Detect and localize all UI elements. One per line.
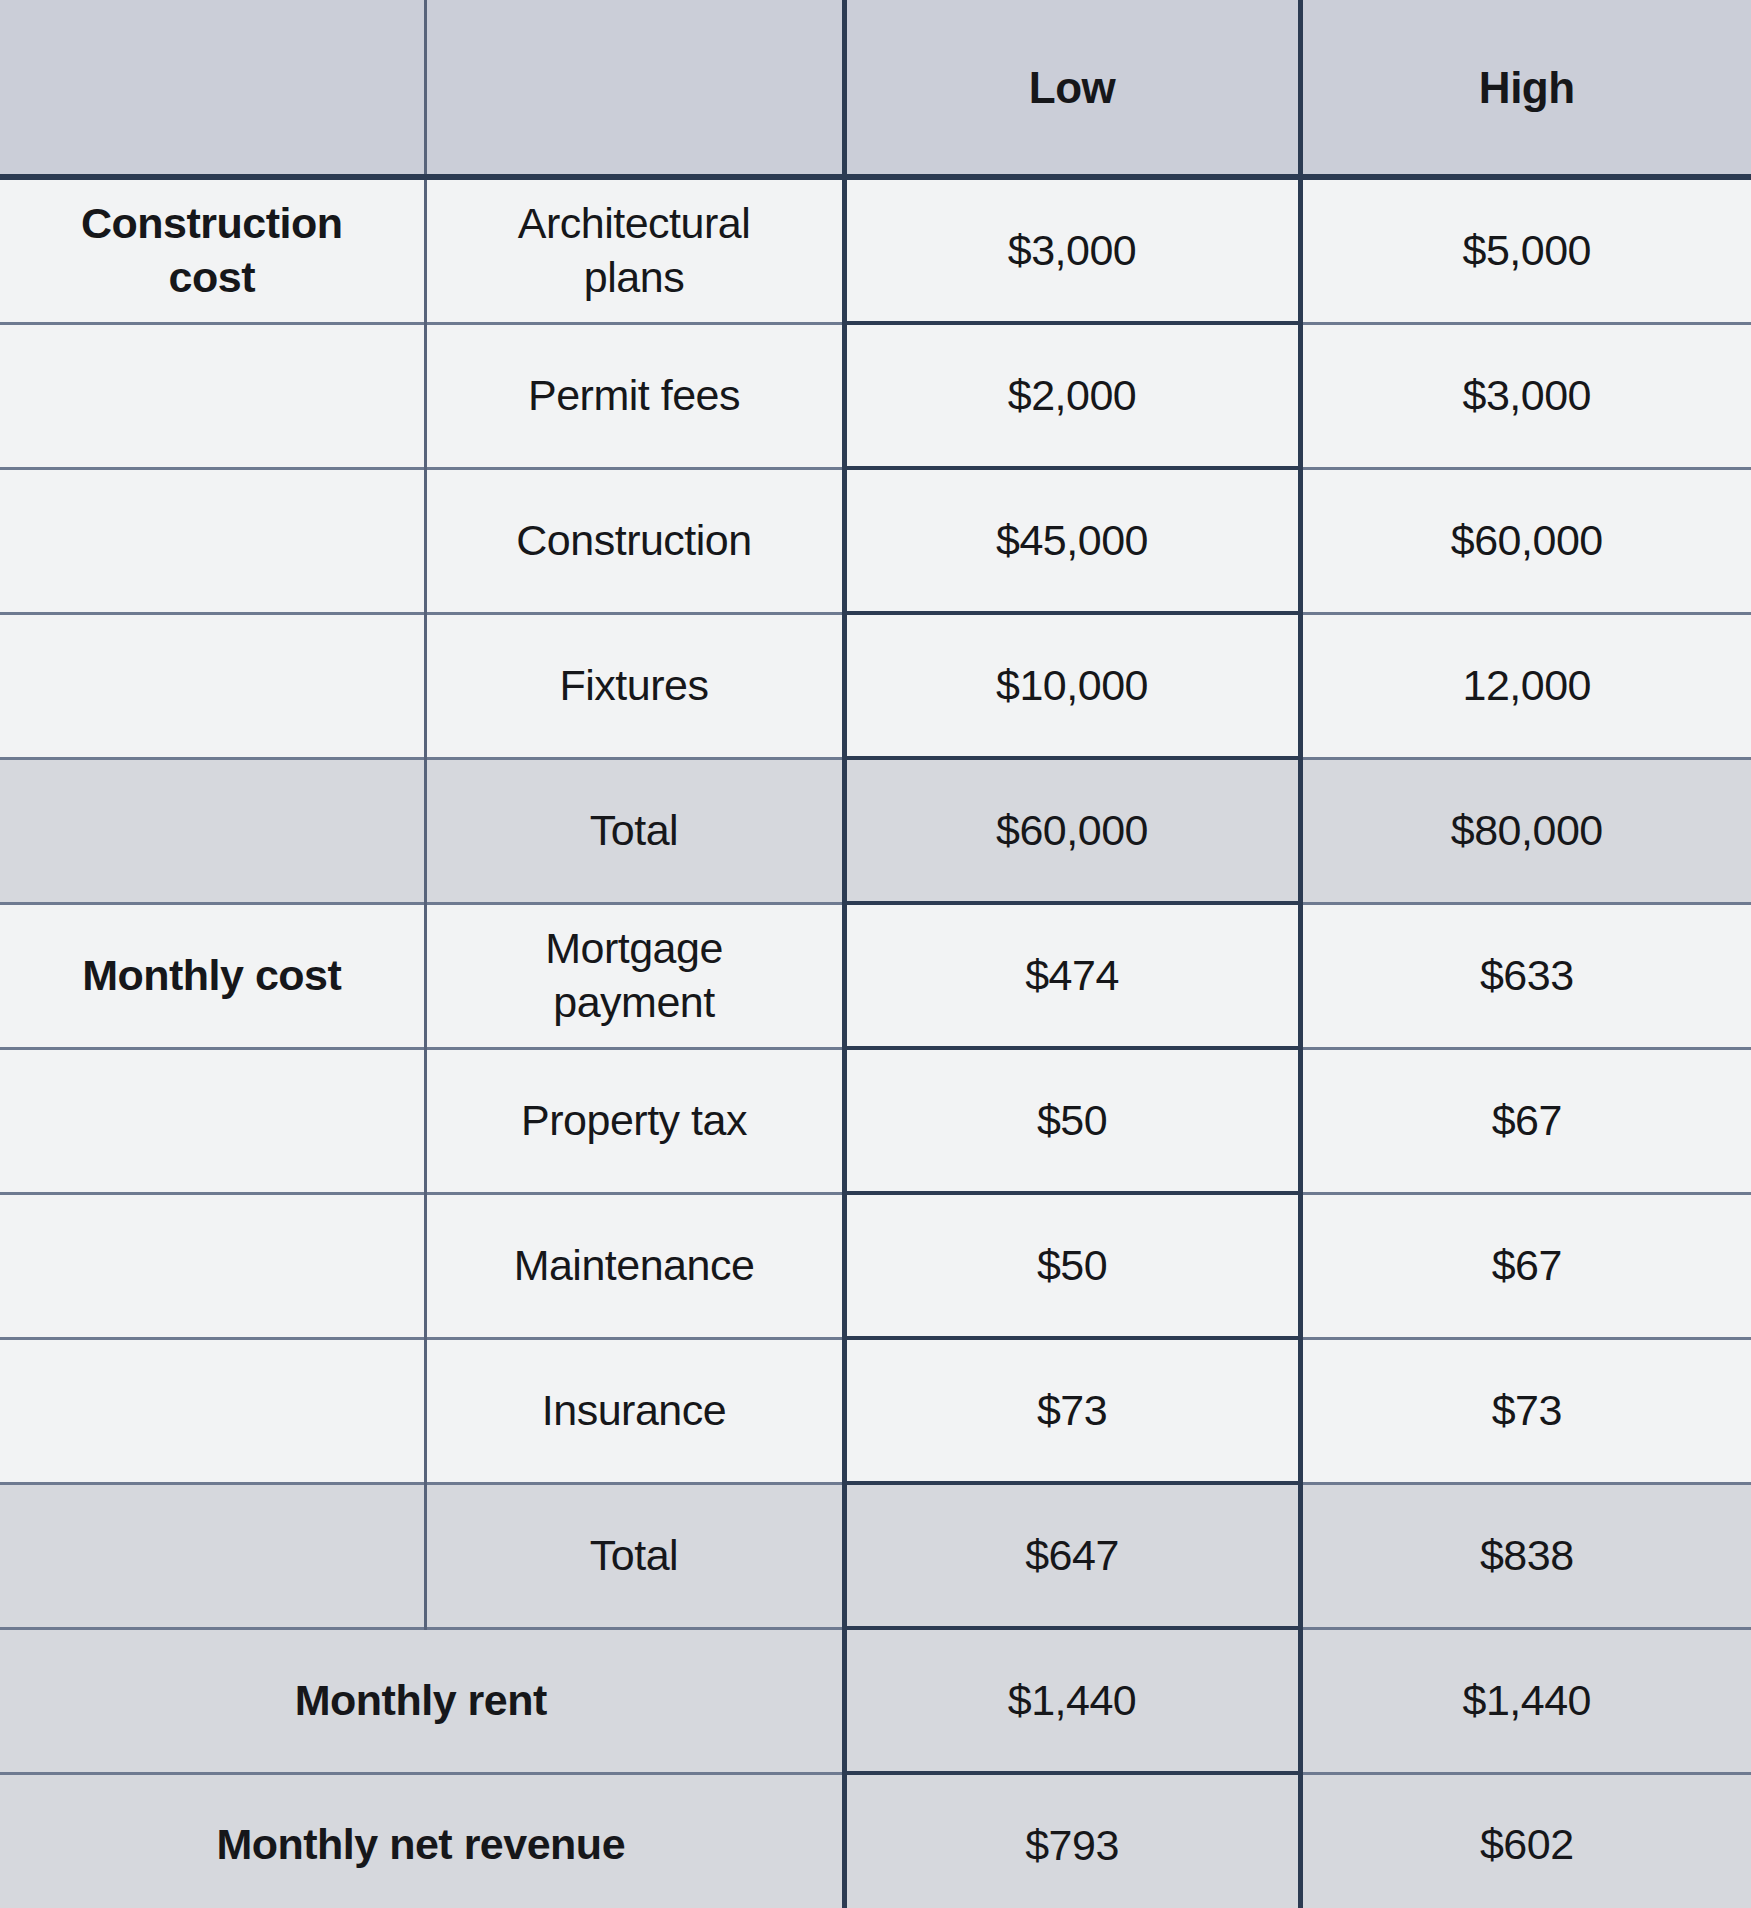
- low-cell: $3,000: [844, 177, 1300, 323]
- group-cell: [0, 468, 425, 613]
- low-cell: $647: [844, 1483, 1300, 1628]
- group-cell: [0, 1338, 425, 1483]
- group-cell: [0, 1193, 425, 1338]
- group-cell: [0, 613, 425, 758]
- group-cell: [0, 323, 425, 468]
- item-cell: Insurance: [425, 1338, 844, 1483]
- high-cell: $67: [1300, 1193, 1751, 1338]
- low-cell: $10,000: [844, 613, 1300, 758]
- row-maintenance: Maintenance $50 $67: [0, 1193, 1751, 1338]
- low-cell: $793: [844, 1773, 1300, 1908]
- item-cell: Permit fees: [425, 323, 844, 468]
- high-cell: $80,000: [1300, 758, 1751, 903]
- item-cell: Maintenance: [425, 1193, 844, 1338]
- row-monthly-net-revenue: Monthly net revenue $793 $602: [0, 1773, 1751, 1908]
- high-cell: $602: [1300, 1773, 1751, 1908]
- summary-label-cell: Monthly net revenue: [0, 1773, 844, 1908]
- low-cell: $2,000: [844, 323, 1300, 468]
- group-cell: [0, 1048, 425, 1193]
- item-cell: Fixtures: [425, 613, 844, 758]
- high-cell: $838: [1300, 1483, 1751, 1628]
- high-cell: 12,000: [1300, 613, 1751, 758]
- row-construction-total: Total $60,000 $80,000: [0, 758, 1751, 903]
- high-cell: $3,000: [1300, 323, 1751, 468]
- low-cell: $60,000: [844, 758, 1300, 903]
- high-cell: $633: [1300, 903, 1751, 1048]
- header-high: High: [1300, 0, 1751, 177]
- row-mortgage-payment: Monthly cost Mortgage payment $474 $633: [0, 903, 1751, 1048]
- low-cell: $1,440: [844, 1628, 1300, 1773]
- high-cell: $67: [1300, 1048, 1751, 1193]
- low-cell: $73: [844, 1338, 1300, 1483]
- item-cell: Architectural plans: [425, 177, 844, 323]
- high-cell: $60,000: [1300, 468, 1751, 613]
- item-cell: Property tax: [425, 1048, 844, 1193]
- row-monthly-total: Total $647 $838: [0, 1483, 1751, 1628]
- high-cell: $5,000: [1300, 177, 1751, 323]
- cost-table: Low High Construction cost Architectural…: [0, 0, 1751, 1908]
- header-row: Low High: [0, 0, 1751, 177]
- row-monthly-rent: Monthly rent $1,440 $1,440: [0, 1628, 1751, 1773]
- header-empty-group: [0, 0, 425, 177]
- low-cell: $474: [844, 903, 1300, 1048]
- row-property-tax: Property tax $50 $67: [0, 1048, 1751, 1193]
- row-permit-fees: Permit fees $2,000 $3,000: [0, 323, 1751, 468]
- high-cell: $73: [1300, 1338, 1751, 1483]
- low-cell: $50: [844, 1048, 1300, 1193]
- header-low: Low: [844, 0, 1300, 177]
- high-cell: $1,440: [1300, 1628, 1751, 1773]
- row-fixtures: Fixtures $10,000 12,000: [0, 613, 1751, 758]
- row-construction: Construction $45,000 $60,000: [0, 468, 1751, 613]
- group-cell: [0, 1483, 425, 1628]
- group-cell: Construction cost: [0, 177, 425, 323]
- summary-label-cell: Monthly rent: [0, 1628, 844, 1773]
- item-cell: Mortgage payment: [425, 903, 844, 1048]
- row-insurance: Insurance $73 $73: [0, 1338, 1751, 1483]
- row-architectural-plans: Construction cost Architectural plans $3…: [0, 177, 1751, 323]
- header-empty-item: [425, 0, 844, 177]
- low-cell: $50: [844, 1193, 1300, 1338]
- group-cell: Monthly cost: [0, 903, 425, 1048]
- low-cell: $45,000: [844, 468, 1300, 613]
- group-cell: [0, 758, 425, 903]
- item-cell: Total: [425, 758, 844, 903]
- item-cell: Total: [425, 1483, 844, 1628]
- item-cell: Construction: [425, 468, 844, 613]
